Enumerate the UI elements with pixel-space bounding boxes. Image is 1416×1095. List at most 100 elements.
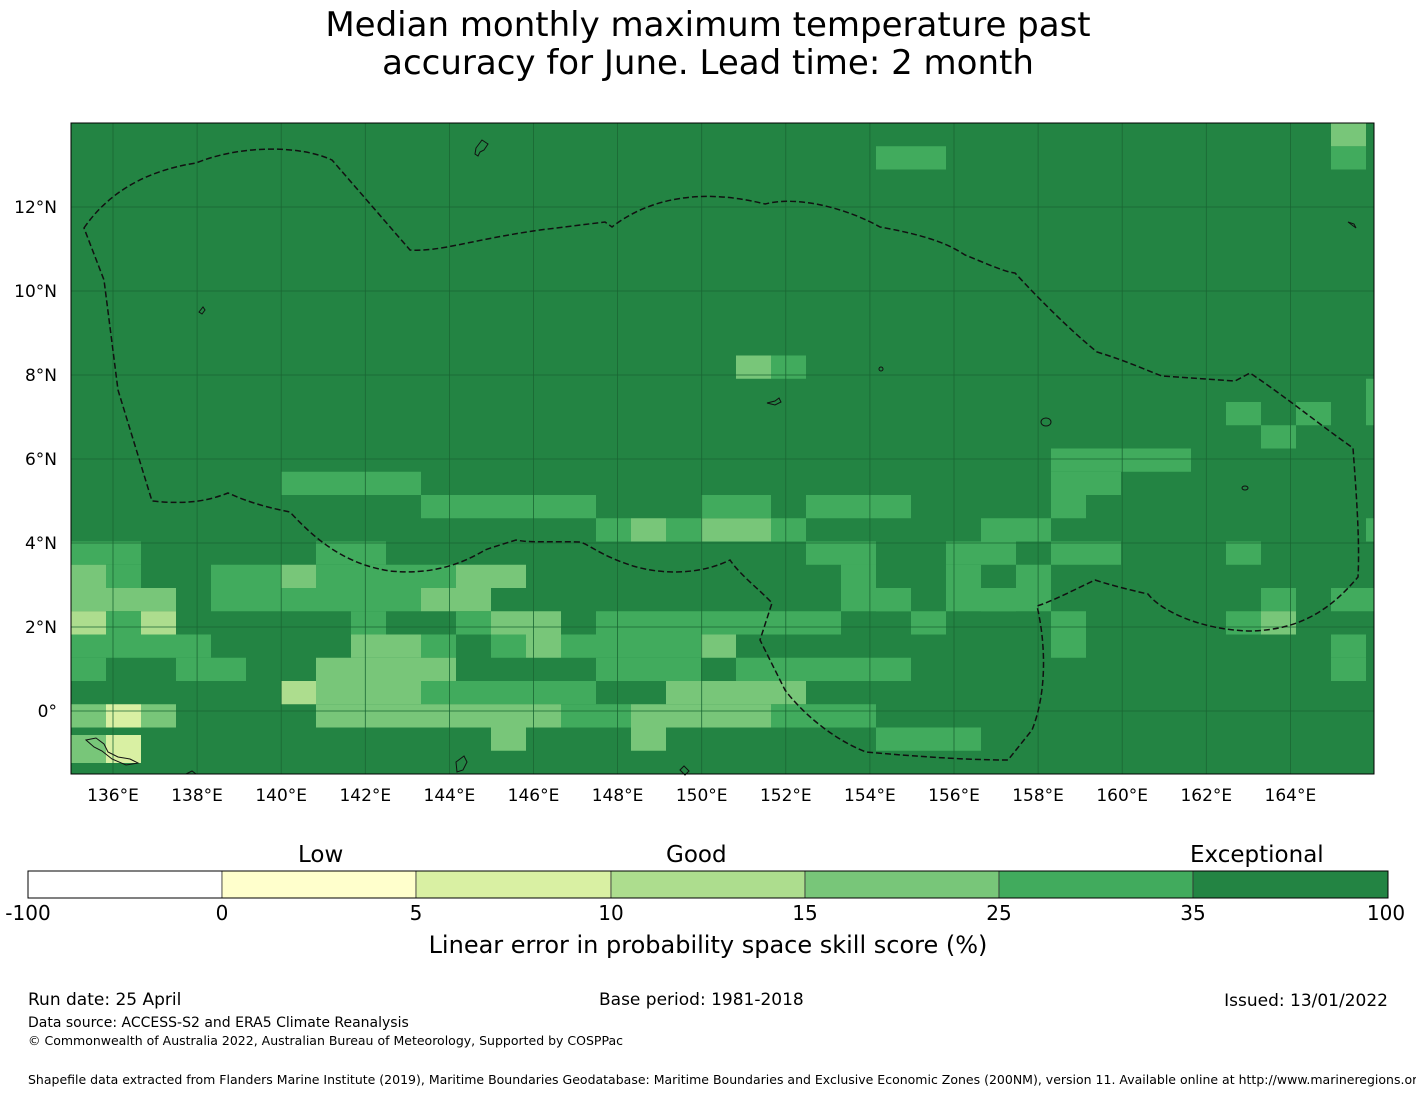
grid-cell — [281, 588, 316, 612]
grid-cell — [911, 611, 946, 635]
grid-cell — [71, 541, 106, 565]
grid-cell — [281, 564, 316, 588]
lon-label: 144°E — [424, 786, 476, 806]
grid-cell — [491, 634, 526, 658]
grid-cell — [841, 541, 876, 565]
grid-cell — [246, 588, 281, 612]
grid-cell — [701, 704, 736, 728]
colorbar-tick: 10 — [598, 901, 624, 925]
grid-cell — [561, 681, 596, 705]
grid-cell — [491, 495, 526, 519]
grid-cell — [1016, 518, 1051, 542]
colorbar-segment — [221, 870, 417, 899]
grid-cell — [141, 704, 176, 728]
grid-cell — [946, 564, 981, 588]
lon-label: 142°E — [339, 786, 391, 806]
lon-label: 136°E — [87, 786, 139, 806]
grid-cell — [736, 518, 771, 542]
colorbar-tick: 5 — [409, 901, 423, 925]
grid-cell — [1051, 471, 1086, 495]
grid-cell — [456, 495, 491, 519]
grid-cell — [106, 634, 141, 658]
grid-cell — [1051, 611, 1086, 635]
grid-cell — [1366, 518, 1374, 542]
skill-score-grid — [71, 123, 1374, 774]
grid-cell — [876, 588, 911, 612]
axis-labels: 136°E 138°E 140°E 142°E 144°E 146°E 148°E 150°E… — [14, 198, 1316, 806]
colorbar-segment — [415, 870, 612, 899]
grid-cell — [666, 681, 701, 705]
grid-cell — [71, 588, 106, 612]
grid-cell — [71, 704, 106, 728]
grid-cell — [1086, 471, 1121, 495]
grid-cell — [596, 518, 631, 542]
grid-cell — [701, 518, 736, 542]
grid-cell — [176, 657, 211, 681]
grid-cell — [1051, 634, 1086, 658]
grid-cell — [806, 704, 841, 728]
colorbar-tick: 15 — [792, 901, 818, 925]
grid-cell — [771, 681, 806, 705]
grid-cell — [771, 355, 806, 379]
lat-label: 2°N — [25, 618, 57, 638]
grid-cell — [596, 634, 631, 658]
grid-cell — [1156, 448, 1191, 472]
grid-cell — [491, 681, 526, 705]
lon-label: 164°E — [1265, 786, 1317, 806]
grid-cell — [386, 704, 421, 728]
grid-cell — [1366, 402, 1374, 426]
colorbar-segment — [27, 870, 223, 899]
grid-cell — [666, 611, 701, 635]
lon-label: 162°E — [1180, 786, 1232, 806]
lon-label: 152°E — [760, 786, 812, 806]
lon-label: 156°E — [928, 786, 980, 806]
grid-cell — [421, 495, 456, 519]
grid-cell — [351, 704, 386, 728]
grid-cell — [141, 611, 176, 635]
grid-cell — [351, 657, 386, 681]
grid-cell — [1261, 425, 1296, 449]
grid-cell — [106, 588, 141, 612]
run-date: Run date: 25 April — [28, 990, 182, 1010]
lon-label: 146°E — [508, 786, 560, 806]
grid-cell — [281, 471, 316, 495]
grid-cell — [736, 495, 771, 519]
lat-label: 8°N — [25, 366, 57, 386]
grid-cell — [386, 681, 421, 705]
grid-cell — [701, 634, 736, 658]
grid-cell — [316, 681, 351, 705]
grid-cell — [701, 495, 736, 519]
grid-cell — [491, 727, 526, 751]
grid-cell — [736, 704, 771, 728]
grid-cell — [421, 634, 456, 658]
grid-cell — [631, 727, 666, 751]
grid-cell — [911, 146, 946, 170]
base-period: Base period: 1981-2018 — [599, 990, 804, 1010]
grid-cell — [386, 634, 421, 658]
grid-cell — [491, 611, 526, 635]
grid-cell — [736, 611, 771, 635]
grid-cell — [526, 681, 561, 705]
grid-cell — [561, 634, 596, 658]
grid-cell — [421, 681, 456, 705]
grid-cell — [526, 495, 561, 519]
issued-date: Issued: 13/01/2022 — [1224, 991, 1388, 1011]
grid-cell — [526, 611, 561, 635]
grid-cell — [631, 518, 666, 542]
grid-cell — [526, 704, 561, 728]
graticule — [71, 123, 1374, 774]
grid-cell — [631, 704, 666, 728]
grid-cell — [981, 518, 1016, 542]
grid-cell — [1226, 402, 1261, 426]
grid-cell — [526, 634, 561, 658]
grid-cell — [351, 471, 386, 495]
lon-label: 154°E — [844, 786, 896, 806]
grid-cell — [211, 657, 246, 681]
grid-cell — [106, 541, 141, 565]
lon-label: 138°E — [171, 786, 223, 806]
grid-cell — [456, 588, 491, 612]
grid-cell — [771, 611, 806, 635]
grid-cell — [176, 634, 211, 658]
grid-cell — [316, 564, 351, 588]
grid-cell — [631, 657, 666, 681]
